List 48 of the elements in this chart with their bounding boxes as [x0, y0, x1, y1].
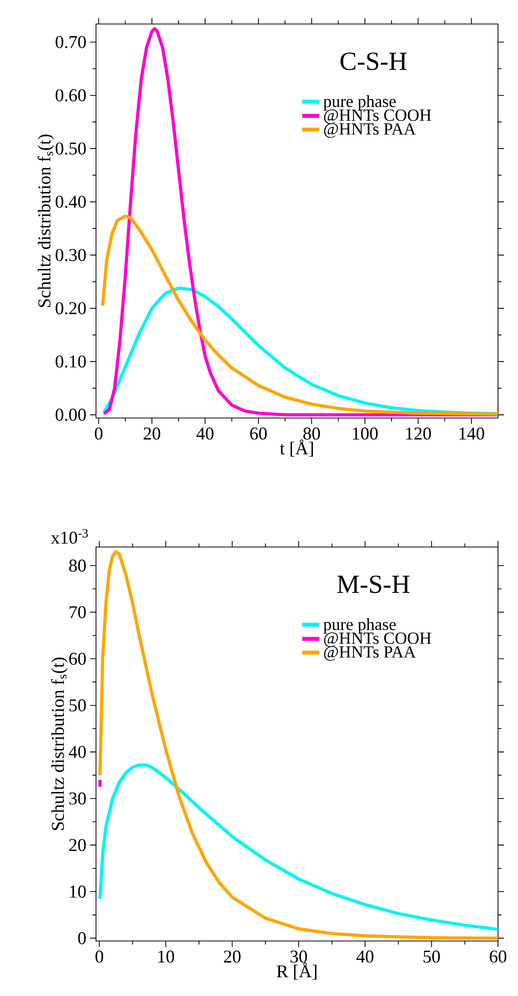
x-tick-label: 0: [94, 428, 102, 440]
y-tick-label: 70: [70, 606, 86, 618]
line-series: [101, 214, 498, 416]
y-tick-label: 0.50: [56, 142, 86, 155]
x-tick-label: 50: [424, 950, 440, 963]
legend-label: pure phase: [323, 95, 396, 111]
x-tick-label: 60: [250, 428, 267, 440]
legend-label: pure phase: [323, 618, 396, 634]
x-tick-label: 10: [158, 950, 174, 963]
x-axis-title: t [Å]: [280, 440, 313, 457]
x-tick-label: 20: [144, 428, 160, 440]
y-tick-label: 0.10: [56, 355, 86, 368]
legend-label: @HNTs PAA: [324, 123, 416, 138]
y-tick-label: 0: [78, 932, 86, 944]
x-tick-label: 100: [352, 428, 378, 440]
y-tick-label: 30: [69, 792, 86, 805]
legend-label: @HNTs COOH: [324, 632, 432, 647]
y-tick-label: 0.30: [56, 248, 86, 262]
y-tick-label: 0.20: [56, 302, 86, 314]
x-tick-label: 60: [490, 950, 506, 963]
y-tick-label: 60: [69, 652, 86, 665]
y-tick-label: 0.60: [56, 89, 86, 102]
text: C-S-H: [340, 52, 407, 70]
line-series: [98, 550, 498, 940]
line-series: [98, 763, 498, 931]
x-tick-label: 30: [290, 950, 307, 963]
y-tick-label: 80: [69, 560, 86, 572]
y-tick-label: 50: [70, 699, 86, 712]
x-tick-label: 80: [303, 428, 320, 440]
text: x10$^{-3}$: [50, 529, 88, 544]
text: M-S-H: [337, 576, 410, 594]
y-axis-title: Schultz distribution f$_{s}$(t): [38, 134, 54, 307]
x-tick-label: 140: [459, 428, 484, 440]
legend-label: @HNTs PAA: [324, 646, 416, 661]
x-tick-label: 40: [196, 428, 214, 440]
x-tick-label: 20: [224, 950, 241, 963]
y-tick-label: 40: [68, 746, 86, 758]
y-tick-label: 10: [70, 886, 86, 898]
x-tick-label: 120: [406, 428, 431, 440]
y-tick-label: 0.40: [56, 196, 86, 208]
x-tick-label: 0: [96, 950, 104, 963]
y-tick-label: 0.70: [56, 36, 86, 48]
x-axis-title: R [Å]: [276, 962, 316, 980]
y-tick-label: 0.00: [56, 408, 86, 421]
y-axis-title: Schultz distribution f$_{s}$(t): [51, 658, 68, 830]
y-tick-label: 20: [69, 838, 86, 852]
legend-label: @HNTs COOH: [324, 109, 432, 124]
x-tick-label: 40: [356, 950, 374, 963]
